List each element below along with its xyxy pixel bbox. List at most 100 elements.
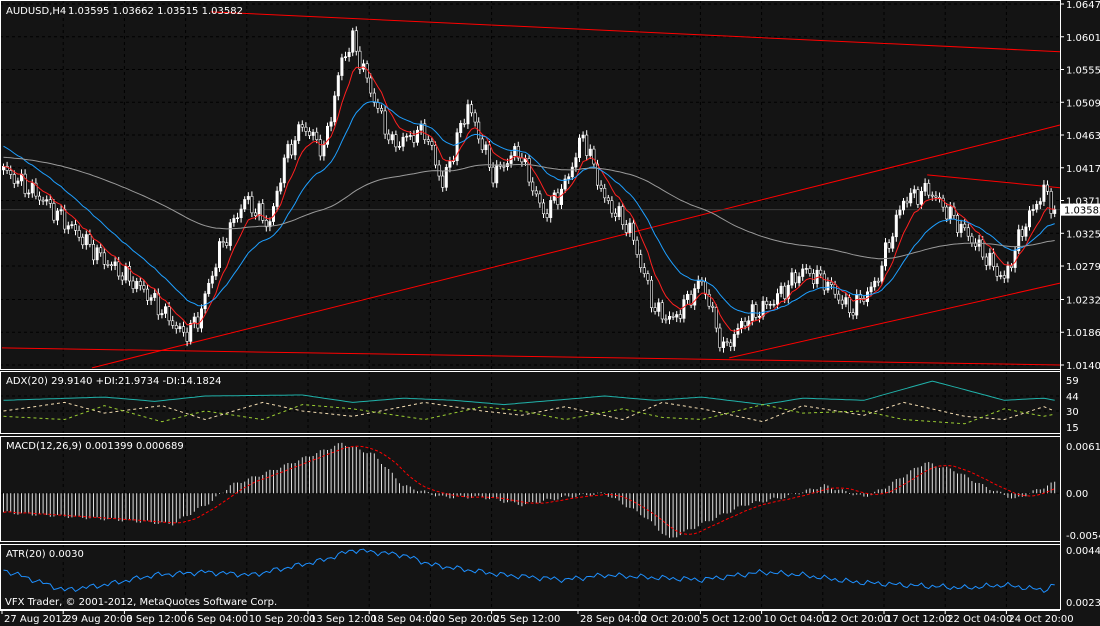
price-tick-label: 1.06470: [1066, 0, 1100, 11]
atr-tick-label: 0.0023: [1066, 598, 1100, 609]
bear-candle: [307, 131, 311, 136]
bear-candle: [606, 197, 610, 201]
bull-candle: [415, 129, 419, 143]
bull-candle: [883, 242, 887, 267]
bull-candle: [617, 206, 621, 217]
bear-candle: [88, 234, 92, 245]
bull-candle: [567, 176, 571, 180]
bear-candle: [394, 134, 398, 148]
bear-candle: [966, 227, 970, 237]
bull-candle: [455, 132, 459, 162]
bear-candle: [603, 187, 607, 199]
bear-candle: [624, 224, 628, 233]
bear-candle: [138, 281, 142, 286]
bull-candle: [351, 30, 355, 53]
bear-candle: [531, 181, 535, 192]
bear-candle: [534, 190, 538, 195]
bear-candle: [412, 135, 416, 143]
bear-candle: [261, 203, 265, 221]
bull-candle: [912, 189, 916, 194]
bull-candle: [574, 157, 578, 168]
bull-candle: [113, 261, 117, 266]
bear-candle: [516, 146, 520, 159]
bull-candle: [1006, 265, 1010, 279]
bull-candle: [844, 297, 848, 305]
bull-candle: [909, 192, 913, 204]
bull-candle: [685, 294, 689, 300]
bear-candle: [981, 239, 985, 258]
bull-candle: [797, 276, 801, 284]
bull-candle: [239, 208, 243, 219]
bear-candle: [318, 139, 322, 157]
bull-candle: [397, 146, 401, 148]
bear-candle: [34, 182, 38, 197]
bull-candle: [873, 280, 877, 288]
bear-candle: [81, 236, 85, 246]
bear-candle: [423, 123, 427, 140]
x-tick-label: 24 Oct 20:00: [1008, 614, 1073, 625]
trendline[interactable]: [210, 11, 1061, 53]
bull-candle: [588, 148, 592, 156]
bear-candle: [847, 297, 851, 313]
bear-candle: [487, 144, 491, 168]
bear-candle: [678, 314, 682, 319]
trendline[interactable]: [1, 347, 1061, 366]
x-tick-label: 13 Sep 12:00: [310, 614, 377, 625]
bear-candle: [916, 189, 920, 205]
macd-signal-line: [3, 445, 1055, 535]
bear-candle: [12, 174, 16, 184]
bear-candle: [376, 102, 380, 109]
bear-candle: [289, 144, 293, 156]
bear-candle: [74, 224, 78, 231]
adx-panel[interactable]: [3, 380, 1055, 425]
price-tick-label: 1.02320: [1066, 295, 1100, 306]
bear-candle: [221, 241, 225, 244]
bear-candle: [426, 139, 430, 142]
bear-candle: [383, 110, 387, 135]
bear-candle: [991, 252, 995, 267]
price-tick-label: 1.03250: [1066, 229, 1100, 240]
bull-candle: [923, 183, 927, 192]
bear-candle: [462, 123, 466, 125]
bear-candle: [653, 307, 657, 312]
bear-candle: [1020, 229, 1024, 237]
bull-candle: [559, 188, 563, 205]
bull-candle: [865, 291, 869, 302]
trendline[interactable]: [91, 124, 1061, 369]
bull-candle: [347, 51, 351, 58]
bear-candle: [128, 266, 132, 282]
adx-tick-label: 59: [1066, 376, 1079, 387]
bear-candle: [660, 302, 664, 320]
bull-candle: [826, 281, 830, 291]
bull-candle: [124, 266, 128, 281]
bull-candle: [448, 160, 452, 168]
bull-candle: [790, 272, 794, 286]
bear-candle: [171, 320, 175, 326]
price-panel[interactable]: [0, 11, 1061, 369]
bull-candle: [772, 303, 776, 306]
x-tick-label: 20 Sep 20:00: [432, 614, 499, 625]
bear-candle: [315, 131, 319, 140]
bear-candle: [182, 326, 186, 333]
bear-candle: [379, 108, 383, 112]
bull-candle: [444, 167, 448, 188]
bear-candle: [491, 166, 495, 184]
trendline[interactable]: [927, 174, 1061, 189]
bear-candle: [369, 77, 373, 94]
bull-candle: [869, 286, 873, 293]
macd-panel[interactable]: [3, 442, 1056, 538]
bull-candle: [732, 334, 736, 347]
bear-candle: [963, 223, 967, 229]
bear-candle: [833, 284, 837, 295]
trendline[interactable]: [729, 282, 1061, 359]
bear-candle: [945, 206, 949, 220]
bull-candle: [786, 284, 790, 299]
x-tick-label: 12 Oct 20:00: [825, 614, 890, 625]
bear-candle: [156, 293, 160, 316]
bull-candle: [1053, 209, 1057, 214]
bull-candle: [84, 234, 88, 246]
ma-fast-line: [3, 66, 1055, 332]
atr-panel[interactable]: [3, 548, 1055, 594]
bull-candle: [628, 222, 632, 233]
